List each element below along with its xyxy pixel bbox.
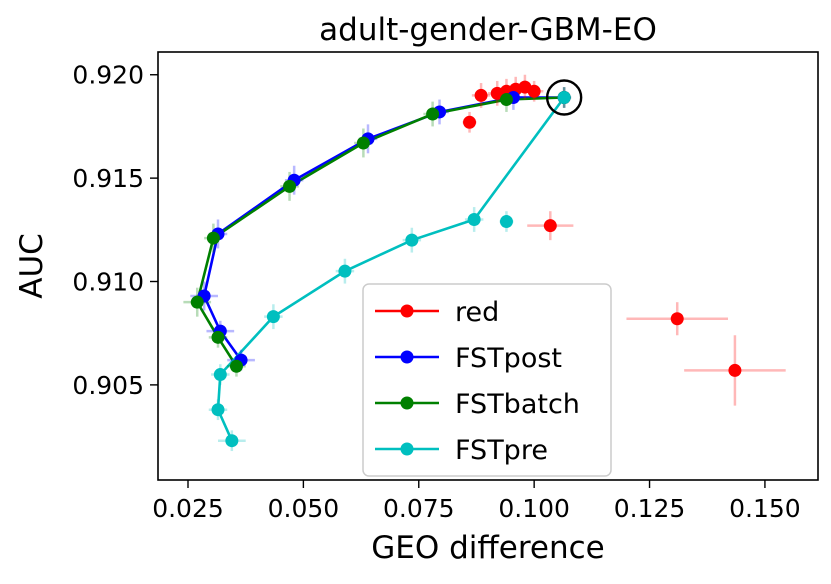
legend-marker-fstbatch [400, 396, 414, 410]
axes: 0.025 0.050 0.075 0.100 0.125 0.150 0.905 0.910… [72, 51, 819, 523]
x-tick-label: 0.075 [383, 494, 455, 523]
data-point-fstbatch [211, 330, 225, 344]
data-point-red [463, 115, 477, 129]
data-point-red [490, 86, 504, 100]
data-point-red [474, 88, 488, 102]
data-point-fstpre [499, 215, 513, 229]
data-point-red [670, 312, 684, 326]
data-point-fstbatch [206, 231, 220, 245]
plot-marks [183, 74, 786, 452]
y-tick-label: 0.910 [72, 268, 144, 297]
legend: red FSTpost FSTbatch FSTpre [362, 283, 612, 477]
x-tick-label: 0.025 [152, 494, 224, 523]
data-point-fstbatch [426, 107, 440, 121]
y-tick-label: 0.920 [72, 61, 144, 90]
legend-marker-red [400, 304, 414, 318]
y-tick-label: 0.905 [72, 371, 144, 400]
chart-title: adult-gender-GBM-EO [319, 12, 657, 48]
y-tick-label: 0.915 [72, 164, 144, 193]
data-point-red [728, 363, 742, 377]
x-tick-label: 0.100 [498, 494, 570, 523]
data-point-fstbatch [190, 295, 204, 309]
data-point-fstbatch [499, 93, 513, 107]
legend-label-red: red [455, 297, 499, 328]
x-tick-label: 0.125 [614, 494, 686, 523]
x-tick-label: 0.150 [729, 494, 801, 523]
data-point-fstpre [338, 264, 352, 278]
data-point-fstpre [213, 368, 227, 382]
legend-label-fstbatch: FSTbatch [455, 389, 580, 420]
legend-box [362, 283, 612, 477]
data-point-fstpre [467, 212, 481, 226]
data-point-fstpre [225, 434, 239, 448]
data-point-fstpre [266, 310, 280, 324]
data-point-fstpre [405, 233, 419, 247]
plot-frame [157, 51, 819, 481]
legend-marker-fstpre [400, 442, 414, 456]
data-point-red [543, 219, 557, 233]
x-axis-label: GEO difference [371, 530, 604, 566]
data-point-fstpre [211, 403, 225, 417]
highlight-ring [545, 79, 583, 116]
data-point-fstbatch [356, 136, 370, 150]
data-point-fstbatch [283, 179, 297, 193]
data-point-fstpre [557, 90, 571, 104]
legend-label-fstpost: FSTpost [455, 343, 562, 374]
data-point-fstbatch [229, 359, 243, 373]
legend-marker-fstpost [400, 350, 414, 364]
legend-label-fstpre: FSTpre [455, 435, 548, 466]
y-axis-label: AUC [14, 233, 50, 299]
x-tick-label: 0.050 [268, 494, 340, 523]
